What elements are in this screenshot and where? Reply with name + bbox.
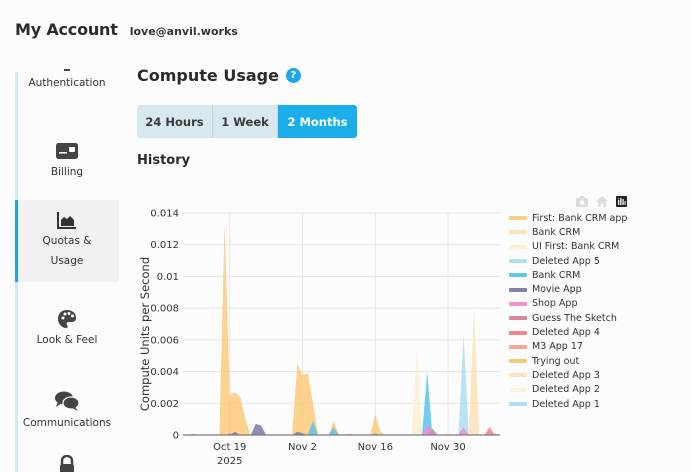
y-tick-label: 0.01 bbox=[157, 272, 179, 283]
legend-swatch bbox=[509, 373, 527, 378]
legend-swatch bbox=[509, 316, 527, 321]
legend-swatch bbox=[509, 387, 527, 392]
y-tick-label: 0.012 bbox=[150, 240, 179, 251]
sidebar: Authentication Billing Quotas & Usage Lo… bbox=[15, 69, 119, 472]
time-range-selector: 24 Hours 1 Week 2 Months bbox=[137, 105, 357, 138]
series-area[interactable] bbox=[458, 335, 469, 435]
plotly-logo-icon[interactable] bbox=[616, 192, 628, 207]
sidebar-item-label: Quotas & bbox=[42, 235, 92, 247]
legend-label: M3 App 17 bbox=[532, 341, 583, 353]
legend-item[interactable]: Deleted App 3 bbox=[509, 368, 627, 382]
legend-item[interactable]: M3 App 17 bbox=[509, 340, 627, 354]
series-area[interactable] bbox=[219, 224, 386, 435]
sidebar-item-quotas-usage[interactable]: Quotas & Usage bbox=[15, 200, 119, 282]
x-tick-label: Oct 19 bbox=[213, 442, 246, 453]
legend-swatch bbox=[509, 330, 527, 335]
legend-swatch bbox=[509, 273, 527, 278]
legend-item[interactable]: Bank CRM bbox=[509, 225, 627, 239]
legend-label: Deleted App 4 bbox=[532, 327, 600, 339]
x-tick-label: Nov 16 bbox=[358, 442, 393, 453]
legend-label: Deleted App 3 bbox=[532, 369, 600, 381]
account-email: love@anvil.works bbox=[129, 25, 238, 38]
sidebar-item-label: Look & Feel bbox=[36, 334, 98, 346]
range-24-hours-button[interactable]: 24 Hours bbox=[137, 105, 213, 138]
compute-usage-chart[interactable]: 0 0.002 0.004 0.006 0.008 0.01 0.012 0.014 Oct 1… bbox=[135, 200, 505, 472]
sidebar-item-label: Communications bbox=[22, 417, 112, 429]
legend-item[interactable]: Bank CRM bbox=[509, 268, 627, 282]
legend-item[interactable]: Deleted App 4 bbox=[509, 325, 627, 339]
legend-item[interactable]: Deleted App 1 bbox=[509, 397, 627, 411]
legend-label: Deleted App 5 bbox=[532, 255, 600, 267]
legend-swatch bbox=[509, 344, 527, 349]
compute-usage-section: Compute Usage ? bbox=[137, 66, 301, 85]
x-tick-year: 2025 bbox=[217, 456, 242, 467]
sidebar-item-label-line2: Usage bbox=[50, 255, 84, 267]
sidebar-item-label: Authentication bbox=[28, 77, 106, 89]
y-tick-label: 0 bbox=[173, 431, 179, 442]
legend-label: Deleted App 2 bbox=[532, 384, 600, 396]
sidebar-item-communications[interactable]: Communications bbox=[15, 382, 119, 442]
legend-label: Shop App bbox=[532, 298, 578, 310]
legend-label: Movie App bbox=[532, 284, 582, 296]
chat-bubbles-icon bbox=[54, 391, 80, 411]
camera-icon[interactable] bbox=[576, 192, 588, 207]
legend-label: First: Bank CRM app bbox=[532, 212, 628, 224]
legend-item[interactable]: First: Bank CRM app bbox=[509, 211, 627, 225]
sidebar-item-label: Billing bbox=[50, 166, 84, 178]
legend-label: Deleted App 1 bbox=[532, 398, 600, 410]
legend-label: UI First: Bank CRM bbox=[532, 241, 620, 253]
legend-item[interactable]: UI First: Bank CRM bbox=[509, 240, 627, 254]
series-area[interactable] bbox=[484, 427, 495, 435]
series-area[interactable] bbox=[422, 425, 469, 436]
page-header: My Account love@anvil.works bbox=[15, 20, 238, 39]
legend-label: Guess The Sketch bbox=[532, 312, 617, 324]
credit-card-icon bbox=[56, 142, 78, 160]
chart-legend: First: Bank CRM app Bank CRM UI First: Ban… bbox=[509, 211, 627, 411]
y-tick-label: 0.008 bbox=[150, 304, 179, 315]
legend-label: Bank CRM bbox=[532, 269, 581, 281]
area-chart-icon bbox=[56, 211, 78, 229]
series-area[interactable] bbox=[468, 309, 480, 435]
legend-item[interactable]: Deleted App 5 bbox=[509, 254, 627, 268]
legend-item[interactable]: Guess The Sketch bbox=[509, 311, 627, 325]
home-icon[interactable] bbox=[596, 192, 608, 207]
series-area[interactable] bbox=[411, 347, 422, 435]
key-icon bbox=[56, 67, 78, 73]
y-tick-label: 0.006 bbox=[150, 335, 179, 346]
legend-label: Trying out bbox=[532, 355, 580, 367]
legend-label: Bank CRM bbox=[532, 226, 581, 238]
y-axis-label: Compute Units per Second bbox=[138, 257, 152, 411]
legend-swatch bbox=[509, 259, 527, 264]
page-title: My Account bbox=[15, 20, 118, 39]
compute-usage-title: Compute Usage bbox=[137, 66, 279, 85]
legend-swatch bbox=[509, 359, 527, 364]
legend-swatch bbox=[509, 402, 527, 406]
lock-icon bbox=[56, 455, 78, 472]
y-tick-label: 0.002 bbox=[150, 399, 179, 410]
y-tick-label: 0.004 bbox=[150, 367, 179, 378]
x-tick-label: Nov 2 bbox=[288, 442, 317, 453]
sidebar-item-authentication[interactable]: Authentication bbox=[15, 60, 119, 100]
legend-swatch bbox=[509, 216, 527, 221]
x-tick-label: Nov 30 bbox=[430, 442, 465, 453]
sidebar-item-billing[interactable]: Billing bbox=[15, 132, 119, 192]
legend-swatch bbox=[509, 244, 527, 249]
section-title: Compute Usage ? bbox=[137, 66, 301, 85]
legend-swatch bbox=[509, 301, 527, 306]
history-heading: History bbox=[137, 153, 191, 168]
legend-swatch bbox=[509, 230, 527, 235]
range-2-months-button[interactable]: 2 Months bbox=[278, 105, 357, 138]
legend-item[interactable]: Shop App bbox=[509, 297, 627, 311]
y-tick-label: 0.014 bbox=[150, 209, 179, 220]
chart-modebar bbox=[576, 192, 628, 207]
legend-item[interactable]: Movie App bbox=[509, 282, 627, 296]
sidebar-item-security[interactable] bbox=[15, 455, 119, 472]
range-1-week-button[interactable]: 1 Week bbox=[213, 105, 278, 138]
legend-swatch bbox=[509, 287, 527, 292]
sidebar-item-look-feel[interactable]: Look & Feel bbox=[15, 300, 119, 360]
legend-item[interactable]: Trying out bbox=[509, 354, 627, 368]
help-icon[interactable]: ? bbox=[285, 68, 301, 83]
legend-item[interactable]: Deleted App 2 bbox=[509, 383, 627, 397]
palette-icon bbox=[56, 310, 78, 328]
